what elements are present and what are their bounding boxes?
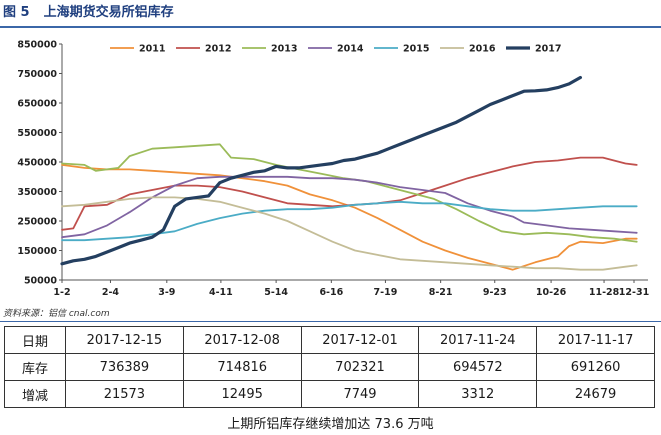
figure-label: 图 5 <box>3 5 30 20</box>
source-divider <box>0 321 661 322</box>
legend-label-2013: 2013 <box>271 44 297 55</box>
row-header-cell: 日期 <box>4 326 66 354</box>
x-tick-label: 12-31 <box>619 287 649 298</box>
figure-title: 图 5 上海期货交易所铝库存 <box>3 3 174 23</box>
table-cell: 2017-11-17 <box>536 326 655 354</box>
chart-plot <box>60 75 638 271</box>
y-tick-label: 50000 <box>24 276 57 287</box>
x-tick-label: 3-9 <box>158 287 175 298</box>
chart-legend: 2011 2012 2013 2014 2015 2016 2017 <box>110 44 561 55</box>
table-cell: 2017-11-24 <box>418 326 538 354</box>
series-line-2014 <box>61 175 638 239</box>
y-tick-label: 650000 <box>17 99 57 110</box>
table-cell: 2017-12-01 <box>300 326 420 354</box>
x-tick-label: 7-19 <box>374 287 398 298</box>
table-cell: 7749 <box>300 380 420 408</box>
table-cell: 2017-12-15 <box>65 326 184 354</box>
series-line-2011 <box>61 163 638 271</box>
chart-caption: 上期所铝库存继续增加达 73.6 万吨 <box>227 417 434 432</box>
table-cell: 714816 <box>182 353 302 381</box>
x-tick-label: 1-2 <box>53 287 70 298</box>
table-cell: 24679 <box>536 380 655 408</box>
table-cell: 702321 <box>300 353 420 381</box>
x-tick-label: 8-21 <box>429 287 453 298</box>
source-note: 资料来源：铝信 cnal.com <box>3 309 110 319</box>
series-line-2016 <box>61 196 638 271</box>
row-header-cell: 增减 <box>4 380 66 408</box>
title-divider <box>0 26 661 28</box>
x-tick-label: 6-16 <box>319 287 343 298</box>
legend-label-2011: 2011 <box>139 44 165 55</box>
x-tick-label: 10-26 <box>536 287 567 298</box>
y-tick-label: 850000 <box>17 40 57 51</box>
figure-title-text: 上海期货交易所铝库存 <box>43 5 174 20</box>
y-tick-label: 150000 <box>17 246 57 257</box>
y-tick-label: 450000 <box>17 158 57 169</box>
series-line-2013 <box>61 143 638 243</box>
row-header-cell: 库存 <box>4 353 66 381</box>
x-tick-label: 9-23 <box>483 287 507 298</box>
x-tick-label: 4-11 <box>209 287 233 298</box>
table-cell: 736389 <box>65 353 184 381</box>
legend-label-2012: 2012 <box>205 44 231 55</box>
table-cell: 691260 <box>536 353 655 381</box>
series-line-2015 <box>61 200 638 242</box>
y-tick-label: 250000 <box>17 217 57 228</box>
table-cell: 21573 <box>65 380 184 408</box>
y-tick-label: 750000 <box>17 69 57 80</box>
legend-label-2017: 2017 <box>535 44 561 55</box>
table-row: 日期 2017-12-15 2017-12-08 2017-12-01 2017-11-… <box>4 326 655 354</box>
table-cell: 2017-12-08 <box>182 326 302 354</box>
table-cell: 3312 <box>418 380 538 408</box>
table-cell: 12495 <box>182 380 302 408</box>
series-line-2017 <box>60 75 583 266</box>
legend-label-2016: 2016 <box>469 44 496 55</box>
legend-label-2014: 2014 <box>337 44 364 55</box>
y-tick-label: 550000 <box>17 128 57 139</box>
x-tick-label: 5-14 <box>264 287 288 298</box>
x-tick-label: 11-28 <box>589 287 620 298</box>
table-row: 库存 736389 714816 702321 694572 691260 <box>4 353 655 381</box>
table-row: 增减 21573 12495 7749 3312 24679 <box>4 380 655 408</box>
series-line-2012 <box>61 156 638 231</box>
legend-label-2015: 2015 <box>403 44 429 55</box>
y-tick-label: 350000 <box>17 187 57 198</box>
line-chart: 2011 2012 2013 2014 2015 2016 2017 50000 150000… <box>17 40 649 299</box>
chart-axes: 50000 150000 250000 350000 450000 550000 65000… <box>17 40 649 299</box>
table-cell: 694572 <box>418 353 538 381</box>
inventory-table: 日期 2017-12-15 2017-12-08 2017-12-01 2017-11-… <box>4 326 655 408</box>
x-tick-label: 2-4 <box>102 287 120 298</box>
